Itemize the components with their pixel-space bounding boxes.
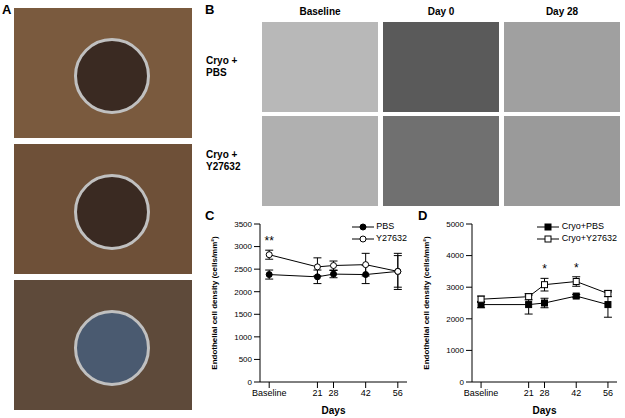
svg-text:5000: 5000 bbox=[446, 220, 464, 229]
svg-text:2500: 2500 bbox=[234, 265, 252, 274]
svg-text:**: ** bbox=[265, 234, 275, 248]
svg-text:0: 0 bbox=[460, 378, 465, 387]
svg-text:56: 56 bbox=[393, 388, 403, 398]
svg-text:Endothelial cell density (cell: Endothelial cell density (cells/mm²) bbox=[422, 236, 431, 370]
svg-text:*: * bbox=[574, 261, 579, 275]
html-text:D: D bbox=[418, 208, 428, 223]
html-text:Cryo + Y27632: Cryo + Y27632 bbox=[206, 149, 241, 172]
svg-text:3000: 3000 bbox=[446, 283, 464, 292]
svg-text:42: 42 bbox=[361, 388, 371, 398]
html-text:Day 28: Day 28 bbox=[545, 6, 579, 17]
svg-text:3000: 3000 bbox=[234, 242, 252, 251]
svg-text:28: 28 bbox=[539, 388, 549, 398]
svg-text:2000: 2000 bbox=[234, 288, 252, 297]
svg-text:2000: 2000 bbox=[446, 315, 464, 324]
svg-text:21: 21 bbox=[524, 388, 534, 398]
svg-text:1500: 1500 bbox=[234, 310, 252, 319]
svg-text:4000: 4000 bbox=[446, 251, 464, 260]
svg-text:500: 500 bbox=[239, 355, 253, 364]
html-text:Baseline: Baseline bbox=[299, 6, 341, 17]
html-text:B: B bbox=[205, 2, 215, 17]
svg-text:21: 21 bbox=[312, 388, 322, 398]
svg-text:*: * bbox=[542, 262, 547, 276]
svg-text:56: 56 bbox=[603, 388, 613, 398]
html-text:Y27632: Y27632 bbox=[376, 233, 407, 243]
html-text:PBS: PBS bbox=[376, 221, 395, 231]
svg-text:Days: Days bbox=[533, 405, 557, 416]
html-text:A: A bbox=[2, 2, 12, 17]
svg-text:Baseline: Baseline bbox=[252, 388, 287, 398]
svg-text:42: 42 bbox=[571, 388, 581, 398]
svg-text:Days: Days bbox=[322, 405, 346, 416]
html-text:Cryo+Y27632: Cryo+Y27632 bbox=[561, 233, 617, 243]
svg-text:1000: 1000 bbox=[234, 333, 252, 342]
html-text:Day 0: Day 0 bbox=[427, 6, 455, 17]
html-text:C: C bbox=[205, 208, 215, 223]
svg-text:Endothelial cell density (cell: Endothelial cell density (cells/mm²) bbox=[210, 236, 219, 370]
svg-text:1000: 1000 bbox=[446, 346, 464, 355]
svg-text:0: 0 bbox=[248, 378, 253, 387]
html-text:Cryo + PBS: Cryo + PBS bbox=[206, 55, 238, 78]
svg-text:28: 28 bbox=[328, 388, 338, 398]
svg-text:Baseline: Baseline bbox=[464, 388, 499, 398]
svg-text:3500: 3500 bbox=[234, 220, 252, 229]
html-text:Cryo+PBS: Cryo+PBS bbox=[561, 221, 604, 231]
